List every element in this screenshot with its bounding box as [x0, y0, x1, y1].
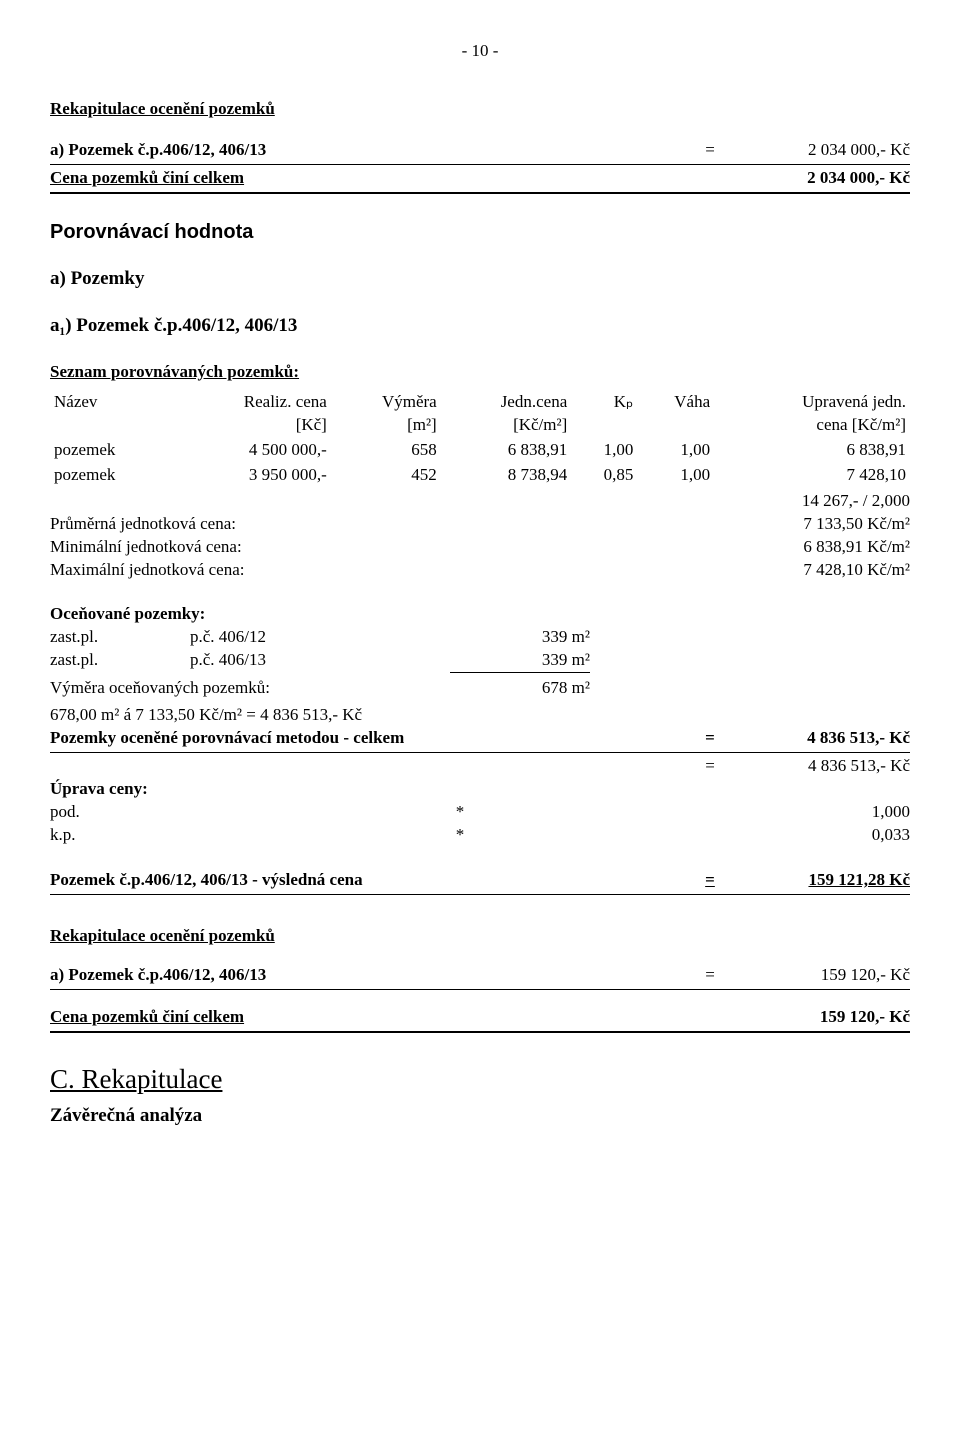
- cell: 658: [331, 438, 441, 463]
- uprava-r1-r: 1,000: [810, 801, 910, 824]
- cell: 1,00: [637, 438, 714, 463]
- recap1-total-value: 2 034 000,- Kč: [730, 167, 910, 190]
- ocen-r2-b: p.č. 406/13: [190, 649, 450, 673]
- divider: [50, 894, 910, 895]
- avg-label: Průměrná jednotková cena:: [50, 513, 730, 536]
- table-row: pozemek 4 500 000,- 658 6 838,91 1,00 1,…: [50, 438, 910, 463]
- pozemky-celkem-eq: =: [690, 727, 730, 750]
- th-jedn: Jedn.cena[Kč/m²]: [441, 390, 572, 438]
- divider: [50, 989, 910, 990]
- calc-line: 678,00 m² á 7 133,50 Kč/m² = 4 836 513,-…: [50, 704, 910, 727]
- recap1-item-eq: =: [690, 139, 730, 162]
- vysledna-l: Pozemek č.p.406/12, 406/13 - výsledná ce…: [50, 869, 690, 892]
- uprava-r2-r: 0,033: [810, 824, 910, 847]
- max-value: 7 428,10 Kč/m²: [730, 559, 910, 582]
- pozemky-celkem-l: Pozemky oceněné porovnávací metodou - ce…: [50, 727, 690, 750]
- section-a1: a₁) Pozemek č.p.406/12, 406/13: [50, 313, 910, 339]
- ocen-r1-a: zast.pl.: [50, 626, 190, 649]
- uprava-r2-l: k.p.: [50, 824, 110, 847]
- min-value: 6 838,91 Kč/m²: [730, 536, 910, 559]
- vym-value: 678 m²: [450, 677, 590, 700]
- section-a-pozemky: a) Pozemky: [50, 266, 910, 292]
- avg-value: 7 133,50 Kč/m²: [730, 513, 910, 536]
- cell: 0,85: [571, 463, 637, 488]
- vysledna-eq: =: [690, 869, 730, 892]
- table-row: pozemek 3 950 000,- 452 8 738,94 0,85 1,…: [50, 463, 910, 488]
- th-realiz: Realiz. cena[Kč]: [171, 390, 330, 438]
- cell: 7 428,10: [714, 463, 910, 488]
- ocen-r2-c: 339 m²: [450, 649, 590, 672]
- divider: [50, 752, 910, 753]
- comparison-table: Název Realiz. cena[Kč] Výměra[m²] Jedn.c…: [50, 390, 910, 488]
- cell: 6 838,91: [441, 438, 572, 463]
- cell: 452: [331, 463, 441, 488]
- val2: 4 836 513,- Kč: [730, 755, 910, 778]
- porov-hodnota: Porovnávací hodnota: [50, 219, 910, 246]
- eq2: =: [690, 755, 730, 778]
- th-upr: Upravená jedn.cena [Kč/m²]: [714, 390, 910, 438]
- vym-label: Výměra oceňovaných pozemků:: [50, 677, 450, 700]
- recap2-title: Rekapitulace ocenění pozemků: [50, 925, 910, 948]
- ocen-r1-b: p.č. 406/12: [190, 626, 450, 649]
- uprava-title: Úprava ceny:: [50, 778, 910, 801]
- cell: 1,00: [637, 463, 714, 488]
- recap2-item-eq: =: [690, 964, 730, 987]
- recap1-item-label: a) Pozemek č.p.406/12, 406/13: [50, 139, 690, 162]
- zaver: Závěrečná analýza: [50, 1103, 910, 1129]
- recap1-item-value: 2 034 000,- Kč: [730, 139, 910, 162]
- ocen-r1-c: 339 m²: [450, 626, 590, 649]
- cell: 6 838,91: [714, 438, 910, 463]
- divider: [50, 1031, 910, 1033]
- c-rekapitulace: C. Rekapitulace: [50, 1061, 910, 1097]
- cell: pozemek: [50, 463, 171, 488]
- th-kp: Kₚ: [571, 390, 637, 438]
- seznam-title: Seznam porovnávaných pozemků:: [50, 361, 910, 384]
- page-number: - 10 -: [50, 40, 910, 63]
- cell: 8 738,94: [441, 463, 572, 488]
- vysledna-v: 159 121,28 Kč: [730, 869, 910, 892]
- recap1-total-label: Cena pozemků činí celkem: [50, 167, 730, 190]
- cell: 3 950 000,-: [171, 463, 330, 488]
- uprava-r1-l: pod.: [50, 801, 110, 824]
- max-label: Maximální jednotková cena:: [50, 559, 730, 582]
- th-nazev: Název: [50, 390, 171, 438]
- table-sum: 14 267,- / 2,000: [690, 490, 910, 513]
- recap2-total-v: 159 120,- Kč: [730, 1006, 910, 1029]
- recap2-item-l: a) Pozemek č.p.406/12, 406/13: [50, 964, 690, 987]
- cell: pozemek: [50, 438, 171, 463]
- recap1-title: Rekapitulace ocenění pozemků: [50, 98, 910, 121]
- recap2-item-v: 159 120,- Kč: [730, 964, 910, 987]
- divider: [50, 164, 910, 165]
- divider: [50, 192, 910, 194]
- uprava-r2-m: *: [110, 824, 810, 847]
- ocen-r2-a: zast.pl.: [50, 649, 190, 673]
- ocen-title: Oceňované pozemky:: [50, 603, 910, 626]
- cell: 4 500 000,-: [171, 438, 330, 463]
- th-vymera: Výměra[m²]: [331, 390, 441, 438]
- pozemky-celkem-v: 4 836 513,- Kč: [730, 727, 910, 750]
- th-vaha: Váha: [637, 390, 714, 438]
- table-header-row: Název Realiz. cena[Kč] Výměra[m²] Jedn.c…: [50, 390, 910, 438]
- min-label: Minimální jednotková cena:: [50, 536, 730, 559]
- cell: 1,00: [571, 438, 637, 463]
- recap2-total-l: Cena pozemků činí celkem: [50, 1006, 730, 1029]
- uprava-r1-m: *: [110, 801, 810, 824]
